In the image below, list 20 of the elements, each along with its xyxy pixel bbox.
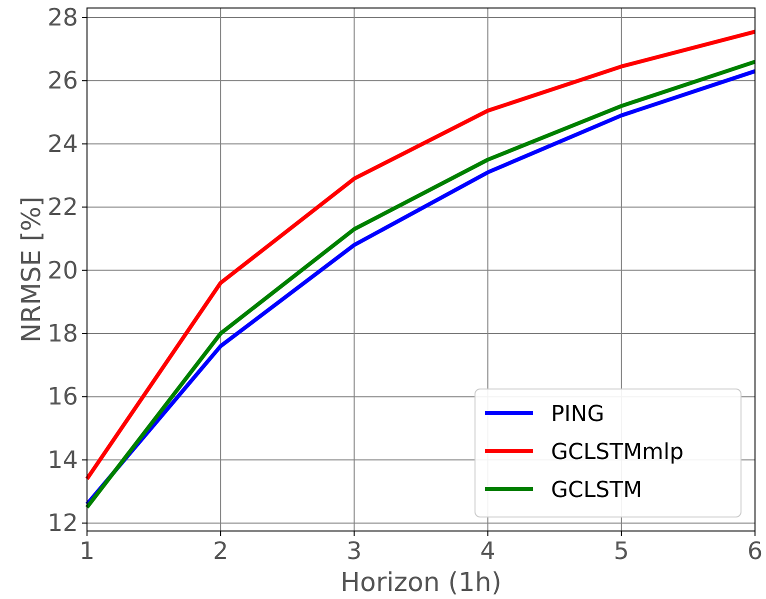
y-tick-label: 16 [47, 382, 78, 411]
x-tick-label: 6 [747, 537, 763, 565]
x-tick-label: 4 [480, 537, 496, 565]
legend-label: PING [551, 402, 604, 427]
x-tick-label: 5 [614, 537, 630, 565]
y-tick-label: 20 [47, 256, 78, 284]
y-tick-label: 12 [47, 509, 78, 538]
x-tick-label: 1 [79, 537, 95, 565]
x-tick-label: 2 [212, 537, 228, 565]
y-tick-label: 24 [47, 130, 78, 158]
y-tick-label: 28 [47, 3, 78, 32]
x-tick-label: 3 [346, 537, 362, 565]
legend-label: GCLSTMmlp [551, 440, 684, 465]
y-tick-label: 26 [47, 66, 78, 95]
y-axis-title: NRMSE [%] [17, 196, 47, 343]
x-axis-title: Horizon (1h) [340, 568, 502, 598]
y-tick-label: 22 [47, 193, 78, 222]
y-tick-label: 18 [47, 319, 78, 348]
legend-label: GCLSTM [551, 478, 642, 503]
y-tick-label: 14 [47, 446, 78, 474]
